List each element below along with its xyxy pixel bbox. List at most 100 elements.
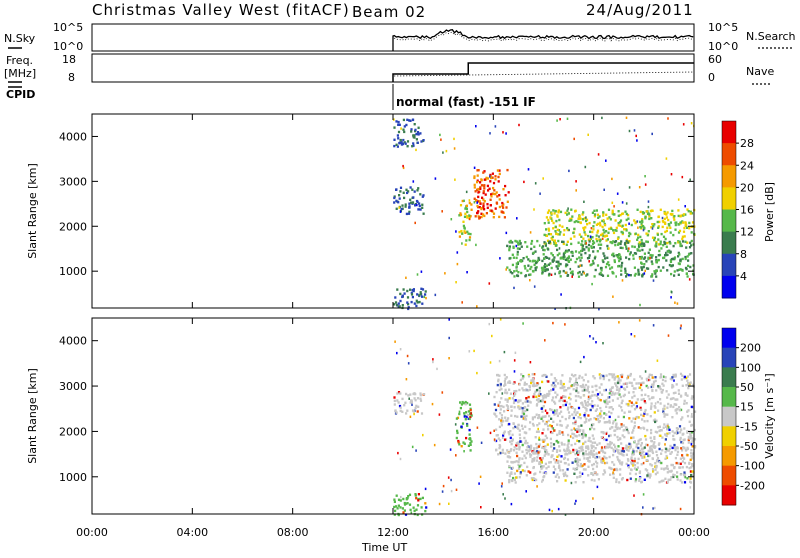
range-gate-cell [393,399,396,403]
range-gate-cell [538,443,541,446]
range-gate-cell [413,134,416,137]
range-gate-cell [640,398,643,401]
x-tick-label: 08:00 [277,526,309,539]
range-gate-cell [527,389,530,392]
range-gate-cell [643,478,646,481]
range-gate-cell [672,373,675,377]
range-gate-cell [685,272,688,275]
range-gate-cell [648,449,651,453]
range-gate-cell [633,457,637,460]
range-gate-cell [540,266,544,270]
range-gate-cell [505,132,507,135]
range-gate-cell [583,457,586,460]
range-gate-cell [511,253,514,256]
range-gate-cell [483,208,486,211]
range-gate-cell [501,392,504,395]
range-gate-cell [513,370,516,373]
range-gate-cell [403,130,406,134]
range-gate-cell [564,513,567,516]
range-gate-cell [683,375,686,379]
range-gate-cell [648,248,651,251]
range-gate-cell [396,134,399,137]
range-gate-cell [643,427,646,430]
range-gate-cell [690,239,693,243]
range-gate-cell [556,480,559,483]
range-gate-cell [671,264,674,267]
range-gate-cell [547,419,550,423]
range-gate-cell [401,304,404,307]
range-gate-cell [518,388,521,392]
range-gate-cell [612,229,615,232]
range-gate-cell [504,388,507,392]
range-gate-cell [690,231,693,234]
range-gate-cell [496,169,499,172]
range-gate-cell [576,451,578,455]
range-gate-cell [420,287,423,290]
range-gate-cell [578,475,581,478]
range-gate-cell [463,199,465,202]
range-gate-cell [422,212,425,215]
range-gate-cell [672,233,675,237]
range-gate-cell [686,477,689,480]
range-gate-cell [535,413,538,416]
range-gate-cell [630,456,633,459]
range-gate-cell [469,412,472,416]
range-gate-cell [489,175,493,178]
range-gate-cell [597,153,600,156]
range-gate-cell [506,168,509,172]
range-gate-cell [419,392,422,395]
range-gate-cell [469,407,472,411]
range-gate-cell [464,243,467,246]
range-gate-cell [541,480,543,483]
range-gate-cell [663,217,666,221]
range-gate-cell [548,272,551,276]
range-gate-cell [602,417,605,420]
range-gate-cell [542,440,545,443]
range-gate-cell [645,384,648,388]
range-gate-cell [433,443,436,447]
range-gate-cell [670,272,673,276]
range-gate-cell [515,442,518,445]
range-gate-cell [562,269,565,273]
range-gate-cell [589,440,592,443]
range-gate-cell [415,508,418,511]
range-gate-cell [511,397,514,400]
range-gate-cell [554,385,557,388]
range-gate-cell [575,389,578,392]
range-gate-cell [574,468,577,471]
range-gate-cell [420,270,423,273]
range-gate-cell [595,452,598,455]
range-gate-cell [598,391,601,394]
range-gate-cell [689,486,692,489]
range-gate-cell [603,389,606,392]
range-gate-cell [542,248,545,252]
range-gate-cell [555,219,558,223]
range-gate-cell [486,177,489,180]
range-gate-cell [468,428,471,432]
colorbar-tick-label: 8 [740,248,747,261]
range-gate-cell [580,235,583,238]
nsearch-tick-bottom: 10^0 [708,40,738,53]
range-gate-cell [694,410,697,413]
range-gate-cell [598,308,600,311]
range-gate-cell [585,420,588,423]
range-gate-cell [402,288,405,291]
range-gate-cell [518,429,521,432]
range-gate-cell [417,133,420,136]
range-gate-cell [565,401,568,404]
range-gate-cell [654,430,657,434]
range-gate-cell [401,507,404,510]
range-gate-cell [669,226,672,229]
range-gate-cell [402,118,405,122]
range-gate-cell [587,447,590,451]
range-gate-cell [513,359,516,362]
range-gate-cell [467,444,470,447]
range-gate-cell [553,409,556,412]
range-gate-cell [480,506,482,509]
range-gate-cell [413,123,416,126]
range-gate-cell [540,461,543,464]
range-gate-cell [564,265,568,268]
range-gate-cell [585,388,588,392]
range-gate-cell [589,395,592,398]
range-gate-cell [648,217,651,221]
